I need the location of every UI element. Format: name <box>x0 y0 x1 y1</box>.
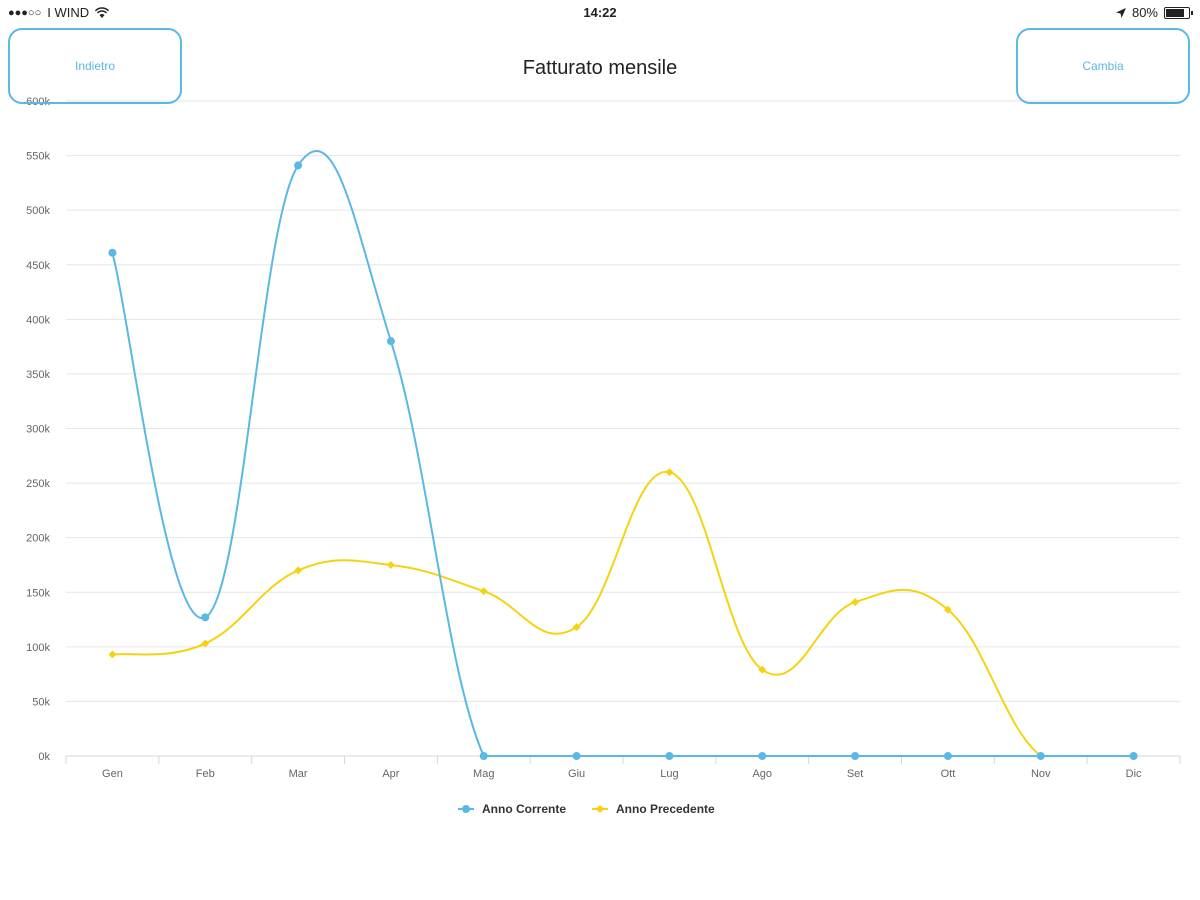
y-tick-label: 500k <box>26 205 50 217</box>
y-tick-label: 400k <box>26 314 50 326</box>
data-point[interactable] <box>758 665 767 674</box>
x-tick-label: Giu <box>568 768 585 780</box>
signal-strength-icon: ●●●○○ <box>8 6 42 19</box>
x-tick-label: Lug <box>660 768 678 780</box>
status-bar: ●●●○○ I WIND 14:22 80% <box>0 0 1200 24</box>
y-tick-label: 250k <box>26 478 50 490</box>
data-point[interactable] <box>479 587 488 596</box>
data-point[interactable] <box>479 752 488 760</box>
x-tick-label: Mag <box>473 768 494 780</box>
y-axis-ticks: 0k 50k 100k 150k 200k 250k 300k 350k 400k 450k 500… <box>26 96 50 763</box>
series-0 <box>108 150 1138 760</box>
y-tick-label: 100k <box>26 642 50 654</box>
y-tick-label: 450k <box>26 260 50 272</box>
data-point[interactable] <box>665 468 674 477</box>
y-tick-label: 200k <box>26 533 50 545</box>
series-line <box>111 150 1134 758</box>
data-point[interactable] <box>201 639 210 648</box>
series-line <box>112 471 1134 758</box>
legend-label: Anno Precedente <box>616 802 715 816</box>
wifi-icon <box>95 6 110 18</box>
y-tick-label: 150k <box>26 587 50 599</box>
legend-marker <box>462 805 470 813</box>
x-tick-label: Feb <box>196 768 215 780</box>
chart-title: Fatturato mensile <box>522 57 678 79</box>
x-tick-label: Ott <box>941 768 956 780</box>
data-point[interactable] <box>758 752 767 760</box>
x-tick-label: Nov <box>1031 768 1051 780</box>
data-point[interactable] <box>108 248 117 257</box>
data-point[interactable] <box>294 161 303 170</box>
data-point[interactable] <box>665 752 674 760</box>
data-point[interactable] <box>572 623 581 632</box>
battery-icon <box>1164 6 1193 19</box>
grid-lines <box>66 100 1180 702</box>
data-point[interactable] <box>572 752 581 760</box>
x-tick-label: Gen <box>102 768 123 780</box>
location-arrow-icon <box>1115 7 1126 18</box>
data-point[interactable] <box>1036 752 1045 760</box>
data-point[interactable] <box>294 566 303 575</box>
x-axis <box>65 755 1181 764</box>
legend: Anno Corrente Anno Precedente <box>458 802 715 816</box>
y-tick-label: 550k <box>26 151 50 163</box>
status-left: ●●●○○ I WIND <box>8 5 110 20</box>
carrier-name: I WIND <box>47 5 90 20</box>
series-1 <box>108 468 1138 760</box>
y-tick-label: 0k <box>38 751 50 763</box>
battery-fill <box>1166 8 1184 17</box>
data-point[interactable] <box>386 337 395 346</box>
series-lines <box>108 150 1138 760</box>
data-point[interactable] <box>108 650 117 659</box>
data-point[interactable] <box>851 598 860 607</box>
data-point[interactable] <box>201 613 210 622</box>
y-tick-label: 50k <box>32 696 50 708</box>
data-point[interactable] <box>851 752 860 760</box>
y-tick-label: 300k <box>26 424 50 436</box>
back-button[interactable]: Indietro <box>8 28 182 104</box>
data-point[interactable] <box>1129 752 1138 760</box>
legend-label: Anno Corrente <box>482 802 566 816</box>
x-tick-label: Mar <box>289 768 308 780</box>
legend-marker <box>596 805 604 813</box>
x-tick-label: Dic <box>1126 768 1142 780</box>
x-tick-label: Ago <box>752 768 772 780</box>
data-point[interactable] <box>386 560 395 569</box>
legend-item[interactable]: Anno Corrente <box>458 802 566 816</box>
legend-item[interactable]: Anno Precedente <box>592 802 715 816</box>
clock: 14:22 <box>583 5 617 20</box>
y-tick-label: 350k <box>26 369 50 381</box>
change-button[interactable]: Cambia <box>1016 28 1190 104</box>
x-tick-label: Set <box>847 768 864 780</box>
data-point[interactable] <box>943 752 952 760</box>
status-right: 80% <box>1115 5 1193 20</box>
x-tick-label: Apr <box>382 768 399 780</box>
data-point[interactable] <box>943 605 952 614</box>
battery-percent: 80% <box>1131 5 1158 20</box>
x-axis-ticks: Gen Feb Mar Apr Mag Giu Lug Ago Set Ott Nov Dic <box>102 768 1142 780</box>
